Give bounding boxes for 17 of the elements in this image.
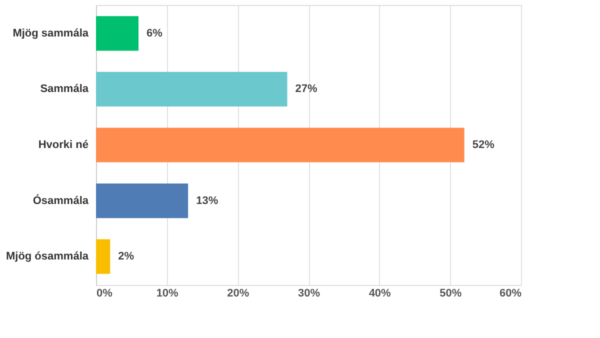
x-tick-label: 60% [499, 288, 522, 300]
data-label: 2% [118, 250, 134, 263]
x-tick-label: 20% [227, 288, 250, 300]
x-tick-label: 40% [368, 288, 392, 300]
x-tick-label: 10% [156, 288, 179, 300]
data-label: 13% [196, 194, 218, 207]
data-label: 6% [146, 27, 163, 40]
data-label: 27% [295, 83, 318, 96]
y-tick-label: Mjög ósammála [6, 250, 90, 263]
x-tick-label: 0% [96, 288, 113, 300]
x-tick-label: 30% [298, 288, 320, 300]
data-label: 52% [472, 139, 495, 151]
x-tick-label: 50% [440, 288, 462, 300]
y-tick-label: Ósammála [32, 194, 90, 207]
y-tick-label: Hvorki né [38, 139, 88, 151]
y-tick-label: Sammála [40, 83, 90, 96]
y-tick-label: Mjög sammála [12, 27, 90, 40]
